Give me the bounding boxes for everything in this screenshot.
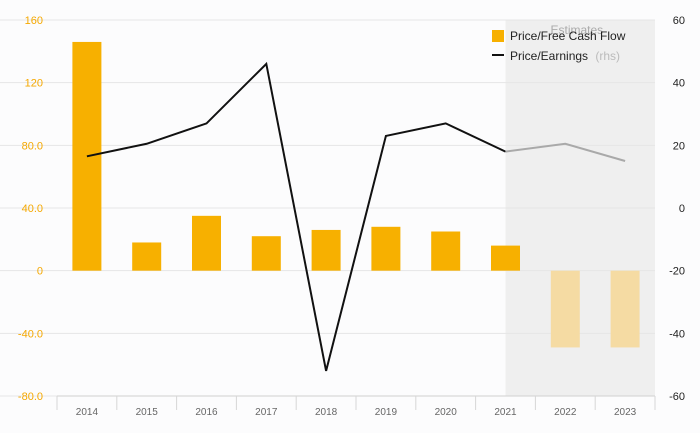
x-tick-label: 2017 bbox=[255, 407, 278, 418]
x-tick-label: 2021 bbox=[494, 407, 517, 418]
right-tick-label: 60 bbox=[673, 15, 685, 27]
estimates-label: Estimates bbox=[551, 23, 604, 37]
bar bbox=[610, 270, 640, 348]
left-tick-label: 40.0 bbox=[22, 203, 43, 215]
x-tick-label: 2014 bbox=[76, 407, 99, 418]
x-tick-label: 2018 bbox=[315, 407, 338, 418]
left-tick-label: -80.0 bbox=[18, 391, 43, 403]
right-tick-label: -60 bbox=[669, 391, 685, 403]
bar bbox=[251, 236, 281, 271]
x-tick-label: 2015 bbox=[136, 407, 159, 418]
legend-swatch-price-fcf bbox=[492, 30, 504, 42]
left-tick-label: 80.0 bbox=[22, 140, 43, 152]
bar bbox=[311, 229, 341, 271]
x-tick-label: 2020 bbox=[435, 407, 458, 418]
left-tick-label: 120 bbox=[25, 78, 43, 90]
legend-label-price-earnings-name: Price/Earnings bbox=[510, 49, 588, 63]
right-tick-label: 40 bbox=[673, 78, 685, 90]
right-tick-label: -40 bbox=[669, 328, 685, 340]
x-axis: 2014 2015 2016 2017 2018 2019 2020 2021 2022 2023 bbox=[56, 395, 656, 418]
legend-label-price-fcf: Price/Free Cash Flow bbox=[510, 29, 626, 43]
right-tick-label: -20 bbox=[669, 266, 685, 278]
left-axis-ticks: 160 120 80.0 40.0 0 -40.0 -80.0 bbox=[18, 15, 43, 403]
bar bbox=[72, 41, 102, 271]
bar bbox=[491, 245, 520, 271]
bar bbox=[371, 226, 401, 271]
right-axis-ticks: 60 40 20 0 -20 -40 -60 bbox=[669, 15, 685, 403]
x-tick-label: 2022 bbox=[554, 407, 577, 418]
bar bbox=[550, 270, 580, 348]
right-tick-label: 20 bbox=[673, 140, 685, 152]
line-estimate bbox=[505, 142, 626, 162]
x-tick-label: 2016 bbox=[195, 407, 218, 418]
bar bbox=[431, 231, 461, 271]
legend-label-rhs-note: (rhs) bbox=[595, 49, 620, 63]
line-actual bbox=[86, 61, 506, 372]
legend: Price/Free Cash Flow Price/Earnings (rhs… bbox=[492, 29, 626, 63]
bar bbox=[192, 215, 221, 271]
left-tick-label: -40.0 bbox=[18, 328, 43, 340]
line-series-price-earnings bbox=[86, 61, 626, 372]
left-tick-label: 160 bbox=[25, 15, 43, 27]
left-tick-label: 0 bbox=[37, 266, 43, 278]
x-tick-label: 2023 bbox=[614, 407, 637, 418]
bar-series-price-fcf bbox=[72, 41, 640, 348]
x-tick-label: 2019 bbox=[375, 407, 398, 418]
legend-label-price-earnings: Price/Earnings (rhs) bbox=[510, 49, 620, 63]
bar bbox=[132, 242, 162, 271]
right-tick-label: 0 bbox=[679, 203, 685, 215]
